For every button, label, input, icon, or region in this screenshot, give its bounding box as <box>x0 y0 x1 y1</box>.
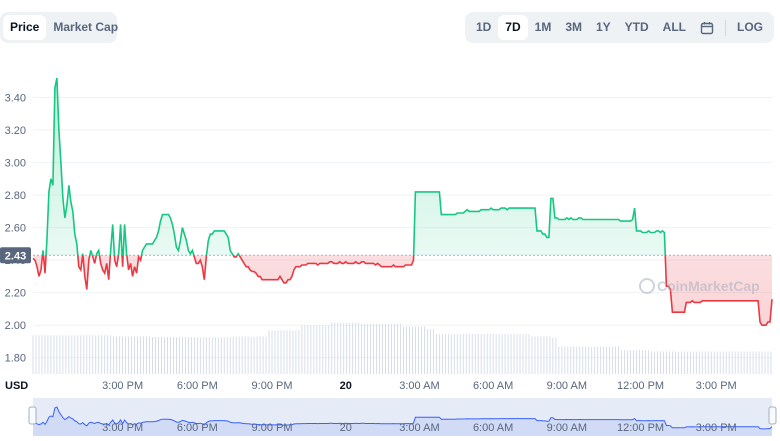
navigator-tick-label: 12:00 PM <box>617 422 664 434</box>
watermark-text: CoinMarketCap <box>657 278 760 294</box>
grid-lines <box>33 97 772 359</box>
x-tick-label: 3:00 PM <box>696 380 737 392</box>
coinmarketcap-logo-icon <box>639 278 655 294</box>
navigator-handle-left[interactable] <box>28 406 37 425</box>
navigator-area <box>33 407 772 436</box>
x-tick-label: 20 <box>340 380 352 392</box>
y-tick-label: 3.20 <box>5 125 26 137</box>
range-selector: 1D 7D 1M 3M 1Y YTD ALL LOG <box>464 12 774 43</box>
y-tick-label: 3.00 <box>5 158 26 170</box>
range-7d[interactable]: 7D <box>498 15 528 40</box>
y-tick-label: 2.60 <box>5 223 26 235</box>
range-all[interactable]: ALL <box>662 20 686 34</box>
price-area-down <box>33 255 772 326</box>
navigator-tick-label: 9:00 PM <box>252 422 293 434</box>
x-tick-label: 6:00 PM <box>177 380 218 392</box>
price-area <box>33 78 772 326</box>
range-3m[interactable]: 3M <box>565 20 582 34</box>
price-area-up <box>42 78 666 256</box>
tab-price[interactable]: Price <box>3 15 47 40</box>
navigator-tick-label: 6:00 PM <box>177 422 218 434</box>
log-scale-toggle[interactable]: LOG <box>737 20 763 34</box>
navigator-tick-label: 3:00 PM <box>102 422 143 434</box>
y-tick-label: 2.20 <box>5 288 26 300</box>
range-navigator: 3:00 PM 6:00 PM 9:00 PM 20 3:00 AM 6:00 AM 9:0… <box>28 398 777 436</box>
volume-bars <box>32 322 772 374</box>
range-1y[interactable]: 1Y <box>595 20 611 34</box>
x-tick-label: 9:00 AM <box>547 380 587 392</box>
price-line-down <box>32 255 773 326</box>
current-price-label: 2.43 <box>5 250 26 262</box>
coinmarketcap-watermark: CoinMarketCap <box>639 278 760 294</box>
x-tick-label: 9:00 PM <box>252 380 293 392</box>
current-price-badge-bg <box>0 247 31 264</box>
navigator-tick-label: 3:00 PM <box>696 422 737 434</box>
y-tick-label: 1.80 <box>5 353 26 365</box>
price-line-up <box>41 77 667 256</box>
range-ytd[interactable]: YTD <box>624 20 649 34</box>
currency-label: USD <box>5 380 28 392</box>
current-price-badge: 2.43 <box>0 247 31 264</box>
y-axis: 3.403.203.002.802.602.402.202.001.80 <box>5 93 26 365</box>
x-axis: 3:00 PM 6:00 PM 9:00 PM 20 3:00 AM 6:00 AM 9:0… <box>102 380 737 392</box>
range-1d[interactable]: 1D <box>475 20 492 34</box>
calendar-icon[interactable] <box>693 15 721 40</box>
x-tick-label: 12:00 PM <box>617 380 664 392</box>
navigator-line <box>32 406 773 430</box>
navigator-tick-label: 3:00 AM <box>399 422 439 434</box>
navigator-handle-right[interactable] <box>768 406 777 425</box>
range-1m[interactable]: 1M <box>534 20 552 34</box>
price-line <box>32 77 773 326</box>
y-tick-label: 2.00 <box>5 320 26 332</box>
y-tick-label: 2.80 <box>5 190 26 202</box>
navigator-tick-label: 6:00 AM <box>473 422 513 434</box>
range-divider <box>725 19 726 36</box>
y-tick-label: 3.40 <box>5 93 26 105</box>
calendar-icon-glyph <box>700 21 714 34</box>
x-tick-label: 3:00 PM <box>102 380 143 392</box>
tab-market-cap[interactable]: Market Cap <box>53 20 119 34</box>
x-tick-label: 6:00 AM <box>473 380 513 392</box>
x-tick-label: 3:00 AM <box>399 380 439 392</box>
navigator-tick-label: 9:00 AM <box>547 422 587 434</box>
price-marketcap-toggle: Price Market Cap <box>0 12 118 43</box>
navigator-tick-label: 20 <box>340 422 352 434</box>
